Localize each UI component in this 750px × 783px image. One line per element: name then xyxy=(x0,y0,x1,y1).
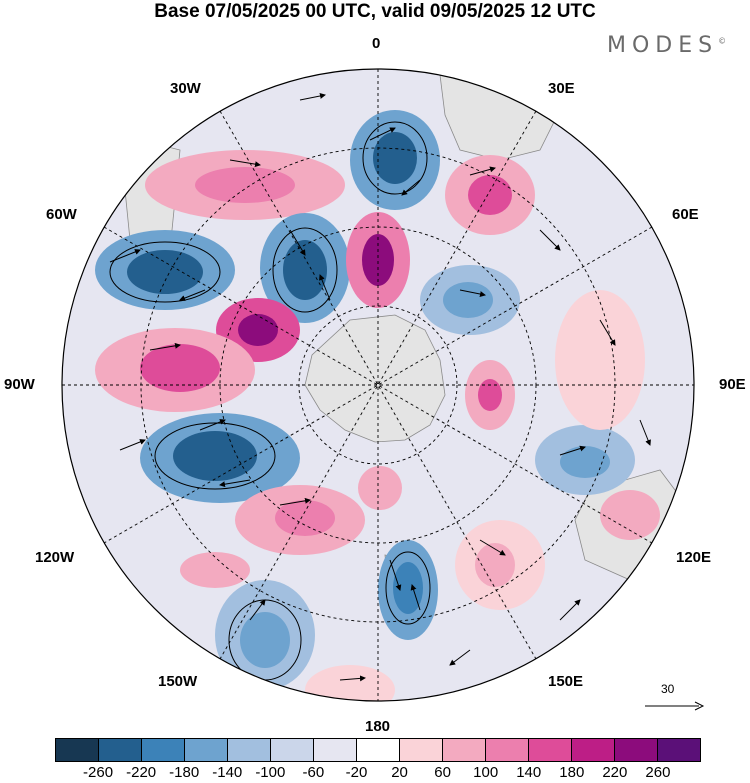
anomaly-field xyxy=(95,110,660,701)
neg-anomaly xyxy=(373,132,417,184)
graticule xyxy=(62,69,694,701)
colorbar-tick-label: -220 xyxy=(126,764,157,781)
pos-anomaly xyxy=(238,314,278,346)
colorbar-swatch xyxy=(99,739,142,761)
pos-anomaly xyxy=(478,379,502,411)
wind-vectors xyxy=(109,93,651,682)
neg-anomaly xyxy=(443,282,493,318)
map-boundary xyxy=(61,68,695,702)
neg-anomaly xyxy=(560,446,610,478)
colorbar-tick-label: -60 xyxy=(302,764,325,781)
colorbar-tick-label: -260 xyxy=(83,764,114,781)
brand-logo: MODES© xyxy=(607,33,727,58)
colorbar-swatch xyxy=(572,739,615,761)
lon-label-90w: 90W xyxy=(4,376,35,393)
neg-anomaly xyxy=(240,612,290,668)
colorbar-swatch xyxy=(228,739,271,761)
colorbar-swatch xyxy=(185,739,228,761)
colorbar-swatch xyxy=(142,739,185,761)
colorbar-swatch xyxy=(658,739,700,761)
colorbar-tick-label: 20 xyxy=(391,764,408,781)
pos-anomaly xyxy=(600,490,660,540)
colorbar-swatch xyxy=(486,739,529,761)
lon-label-30e: 30E xyxy=(548,80,575,97)
colorbar-tick-label: 60 xyxy=(434,764,451,781)
colorbar-swatch xyxy=(529,739,572,761)
colorbar-tick-label: -140 xyxy=(212,764,243,781)
colorbar-tick-label: 180 xyxy=(559,764,585,781)
pos-anomaly xyxy=(275,500,335,536)
colorbar-swatch xyxy=(56,739,99,761)
colorbar-swatch xyxy=(357,739,400,761)
lon-label-120w: 120W xyxy=(35,549,75,566)
lon-label-150e: 150E xyxy=(548,673,584,690)
pos-anomaly xyxy=(358,466,402,510)
pos-anomaly xyxy=(475,543,515,587)
neg-anomaly xyxy=(127,250,203,294)
pos-anomaly xyxy=(140,344,220,392)
colorbar-swatch xyxy=(400,739,443,761)
reference-vector-arrow xyxy=(645,701,705,711)
pos-anomaly xyxy=(362,234,394,286)
lon-label-30w: 30W xyxy=(170,80,201,97)
colorbar-swatch xyxy=(615,739,658,761)
lon-label-60w: 60W xyxy=(46,206,77,223)
colorbar-swatch xyxy=(314,739,357,761)
pos-anomaly xyxy=(195,167,295,203)
colorbar-tick-label: -20 xyxy=(345,764,368,781)
pos-anomaly xyxy=(180,552,250,588)
neg-anomaly xyxy=(283,240,327,300)
colorbar-tick-label: -180 xyxy=(169,764,200,781)
lon-label-180: 180 xyxy=(365,718,391,735)
colorbar-tick-label: 260 xyxy=(645,764,671,781)
pos-anomaly xyxy=(555,290,645,430)
lon-label-150w: 150W xyxy=(158,673,198,690)
colorbar-tick-label: 100 xyxy=(473,764,499,781)
pos-anomaly xyxy=(305,665,395,701)
lon-label-60e: 60E xyxy=(672,206,699,223)
pos-anomaly xyxy=(468,175,512,215)
lon-label-120e: 120E xyxy=(676,549,712,566)
map-title: Base 07/05/2025 00 UTC, valid 09/05/2025… xyxy=(154,1,596,22)
colorbar-tick-label: 140 xyxy=(516,764,542,781)
lon-label-0: 0 xyxy=(372,35,381,52)
colorbar-ticks: -260 -220 -180 -140 -100 -60 -20 20 60 100 140 180 2… xyxy=(55,764,701,782)
neg-anomaly xyxy=(173,431,257,481)
reference-vector-label: 30 xyxy=(661,682,675,696)
colorbar-tick-label: 220 xyxy=(602,764,628,781)
lon-label-90e: 90E xyxy=(719,376,746,393)
colorbar-swatch xyxy=(443,739,486,761)
colorbar-tick-label: -100 xyxy=(255,764,286,781)
colorbar xyxy=(55,738,701,762)
neg-anomaly xyxy=(393,562,423,614)
colorbar-swatch xyxy=(271,739,314,761)
